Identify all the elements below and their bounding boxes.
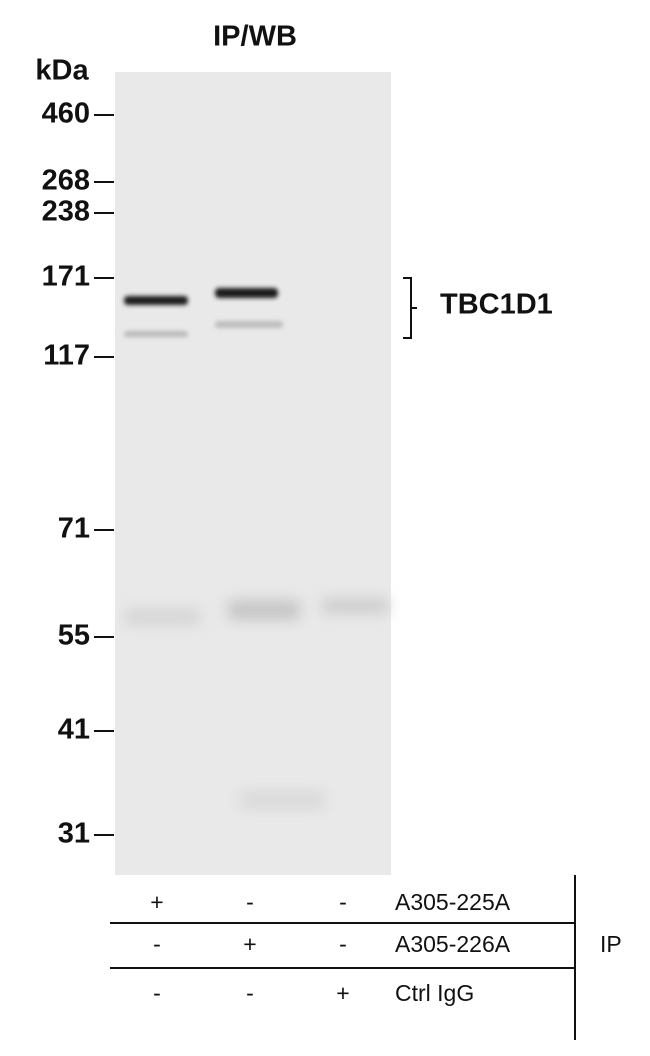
band xyxy=(240,790,325,810)
band-label: TBC1D1 xyxy=(440,289,553,321)
band xyxy=(228,600,300,620)
cell: - xyxy=(153,980,161,1006)
marker-label: 268 xyxy=(42,165,90,197)
row-label: A305-226A xyxy=(395,931,511,957)
band xyxy=(215,288,278,298)
marker-label: 71 xyxy=(58,513,90,545)
band xyxy=(124,296,188,305)
marker-label: 55 xyxy=(58,620,90,652)
marker-label: 117 xyxy=(43,340,90,372)
unit: kDa xyxy=(35,55,89,87)
band xyxy=(215,321,283,328)
group-label: IP xyxy=(600,931,622,957)
cell: + xyxy=(243,931,256,957)
marker-label: 171 xyxy=(42,261,90,293)
band xyxy=(322,598,388,614)
marker-label: 31 xyxy=(58,818,90,850)
cell: - xyxy=(153,931,161,957)
bands xyxy=(124,288,388,810)
cell: + xyxy=(150,889,163,915)
blot xyxy=(115,72,391,875)
cell: + xyxy=(336,980,349,1006)
marker-label: 41 xyxy=(58,714,90,746)
band xyxy=(125,608,200,626)
marker-label: 238 xyxy=(42,196,90,228)
bracket xyxy=(403,277,417,339)
cell: - xyxy=(339,889,347,915)
band xyxy=(124,331,188,337)
title: IP/WB xyxy=(213,21,297,53)
row-label: Ctrl IgG xyxy=(395,980,474,1006)
row-label: A305-225A xyxy=(395,889,511,915)
cell: - xyxy=(246,889,254,915)
marker-label: 460 xyxy=(42,98,90,130)
cell: - xyxy=(246,980,254,1006)
cell: - xyxy=(339,931,347,957)
